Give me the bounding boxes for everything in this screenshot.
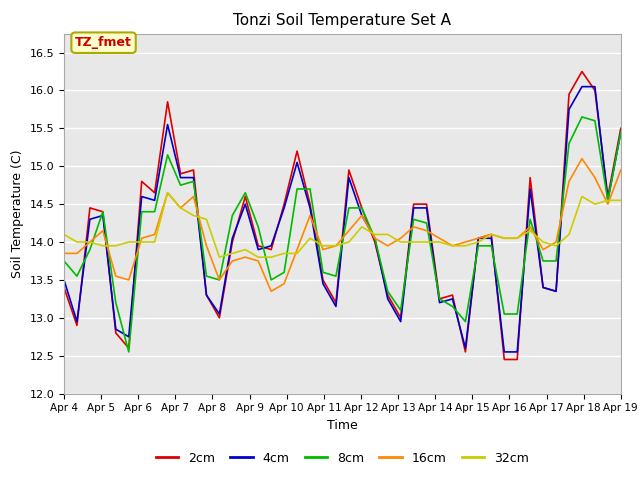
Legend: 2cm, 4cm, 8cm, 16cm, 32cm: 2cm, 4cm, 8cm, 16cm, 32cm: [150, 447, 534, 469]
X-axis label: Time: Time: [327, 419, 358, 432]
Title: Tonzi Soil Temperature Set A: Tonzi Soil Temperature Set A: [234, 13, 451, 28]
Text: TZ_fmet: TZ_fmet: [75, 36, 132, 49]
Y-axis label: Soil Temperature (C): Soil Temperature (C): [11, 149, 24, 278]
